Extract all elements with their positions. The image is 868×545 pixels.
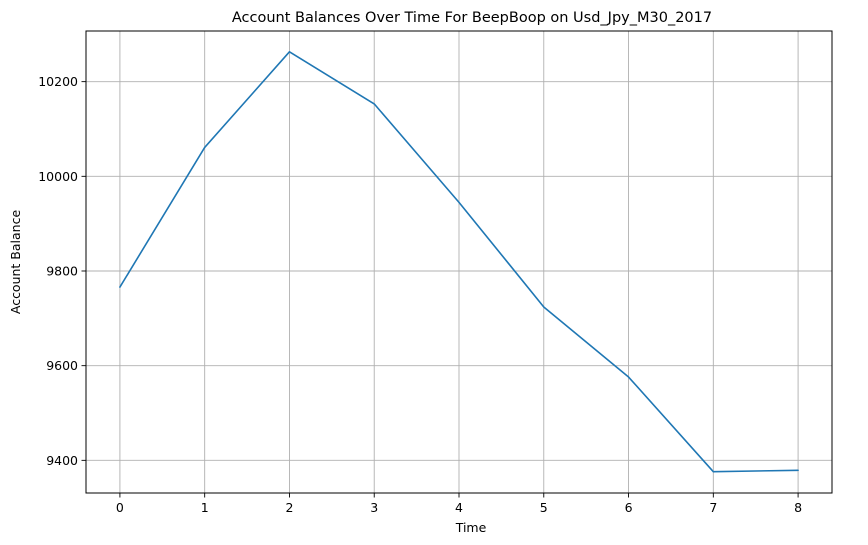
series-layer (119, 51, 799, 473)
x-tick-label: 1 (201, 500, 209, 515)
y-tick-label: 10200 (38, 74, 78, 89)
x-tick-label: 6 (625, 500, 633, 515)
x-axis-label: Time (455, 520, 487, 535)
axis-ticks: 0 1 2 3 4 5 6 7 8 9400 9600 9800 10000 10200 (38, 74, 802, 515)
grid-lines (86, 31, 832, 493)
y-tick-label: 9600 (46, 358, 78, 373)
y-tick-label: 10000 (38, 169, 78, 184)
y-tick-label: 9400 (46, 453, 78, 468)
series-line (119, 51, 799, 473)
x-tick-label: 2 (285, 500, 293, 515)
y-axis-label: Account Balance (8, 210, 23, 315)
x-tick-label: 4 (455, 500, 463, 515)
x-tick-label: 8 (794, 500, 802, 515)
x-tick-label: 3 (370, 500, 378, 515)
x-tick-label: 0 (116, 500, 124, 515)
x-tick-label: 5 (540, 500, 548, 515)
chart-title: Account Balances Over Time For BeepBoop … (232, 10, 712, 26)
x-tick-label: 7 (709, 500, 717, 515)
y-tick-label: 9800 (46, 263, 78, 278)
